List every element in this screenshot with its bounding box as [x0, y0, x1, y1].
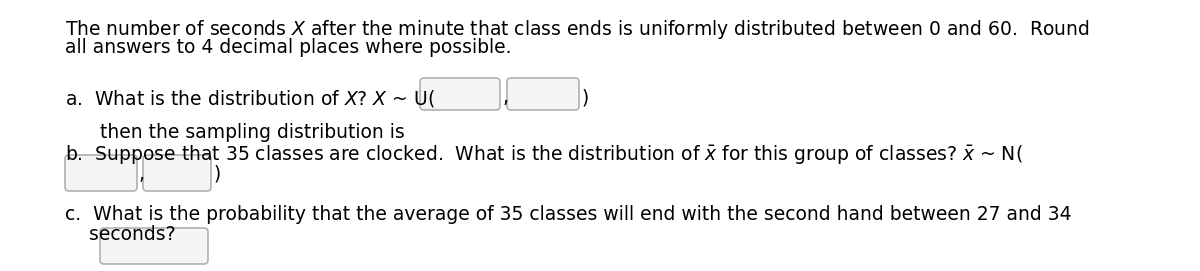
FancyBboxPatch shape [100, 228, 208, 264]
Text: c.  What is the probability that the average of 35 classes will end with the sec: c. What is the probability that the aver… [65, 205, 1072, 224]
Text: a.  What is the distribution of $\mathit{X}$? $\mathit{X}$ ~ U(: a. What is the distribution of $\mathit{… [65, 88, 434, 109]
Text: then the sampling distribution is: then the sampling distribution is [100, 123, 404, 142]
Text: ): ) [582, 88, 589, 107]
Text: all answers to 4 decimal places where possible.: all answers to 4 decimal places where po… [65, 38, 511, 57]
FancyBboxPatch shape [420, 78, 500, 110]
FancyBboxPatch shape [65, 155, 137, 191]
Text: seconds?: seconds? [65, 225, 175, 244]
FancyBboxPatch shape [143, 155, 211, 191]
Text: ): ) [214, 165, 221, 184]
FancyBboxPatch shape [508, 78, 580, 110]
Text: The number of seconds $\mathit{X}$ after the minute that class ends is uniformly: The number of seconds $\mathit{X}$ after… [65, 18, 1090, 41]
Text: ,: , [502, 88, 508, 107]
Text: ,: , [138, 165, 144, 184]
Text: b.  Suppose that 35 classes are clocked.  What is the distribution of $\bar{x}$ : b. Suppose that 35 classes are clocked. … [65, 143, 1022, 166]
